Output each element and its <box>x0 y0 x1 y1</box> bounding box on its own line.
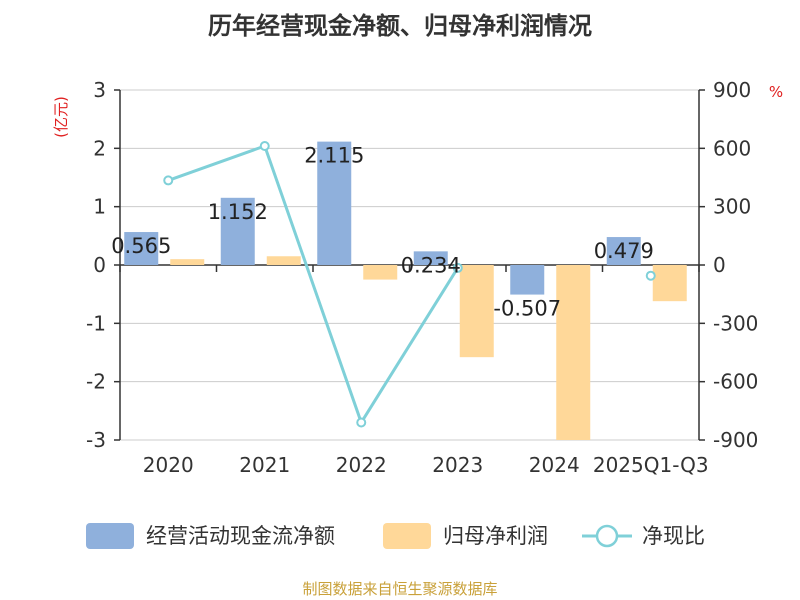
bar-cashflow <box>124 232 159 265</box>
data-label-cashflow: 1.152 <box>208 200 268 224</box>
right-tick-label: -300 <box>713 311 758 335</box>
left-tick-label: 3 <box>93 78 106 102</box>
bar-netprofit <box>459 265 494 358</box>
bar-cashflow <box>510 265 545 295</box>
data-label-cashflow: 0.234 <box>401 253 461 277</box>
x-tick-label: 2021 <box>239 453 290 477</box>
ratio-point <box>452 262 463 273</box>
data-label-cashflow: 0.479 <box>594 239 654 263</box>
left-tick-label: 2 <box>93 136 106 160</box>
left-tick-label: 0 <box>93 253 106 277</box>
x-tick-label: 2023 <box>432 453 483 477</box>
x-tick-labels: 2020 2021 2022 2023 2024 2025Q1-Q3 <box>143 453 709 477</box>
x-tick-label: 2024 <box>529 453 580 477</box>
x-tick-label: 2022 <box>336 453 387 477</box>
bar-cashflow <box>413 251 448 265</box>
x-tick-label: 2020 <box>143 453 194 477</box>
ratio-point <box>259 141 270 151</box>
bar-cashflow <box>220 197 255 265</box>
chart-title: 历年经营现金净额、归母净利润情况 <box>208 12 592 40</box>
x-tick-label: 2025Q1-Q3 <box>593 453 709 477</box>
right-tick-label: 600 <box>713 136 751 160</box>
right-tick-label: -900 <box>713 428 758 452</box>
legend-label-ratio: 净现比 <box>642 524 705 548</box>
data-labels: 0.565 1.152 2.115 0.234 -0.507 0.479 <box>111 144 654 321</box>
ratio-point <box>645 270 656 281</box>
bar-netprofit <box>170 259 205 265</box>
bar-netprofit <box>652 265 687 302</box>
bar-cashflow <box>606 237 641 265</box>
data-label-cashflow: -0.507 <box>493 297 561 321</box>
right-axis-unit: % <box>769 83 783 101</box>
right-tick-label: -600 <box>713 370 758 394</box>
ratio-point <box>356 417 367 428</box>
left-tick-label: -1 <box>86 311 106 335</box>
data-label-cashflow: 2.115 <box>304 144 364 168</box>
legend-swatch-netprofit <box>383 523 431 549</box>
left-tick-label: 1 <box>93 195 106 219</box>
left-axis-unit: (亿元) <box>52 96 70 138</box>
left-tick-labels: 3 2 1 0 -1 -2 -3 <box>86 78 106 452</box>
ratio-point <box>163 175 174 186</box>
left-tick-label: -2 <box>86 370 106 394</box>
legend-label-netprofit: 归母净利润 <box>443 524 548 548</box>
legend-label-cashflow: 经营活动现金流净额 <box>146 524 335 548</box>
right-tick-label: 0 <box>713 253 726 277</box>
data-label-cashflow: 0.565 <box>111 234 171 258</box>
legend-swatch-cashflow <box>86 523 134 549</box>
legend: 经营活动现金流净额 归母净利润 净现比 <box>86 523 705 549</box>
right-tick-label: 900 <box>713 78 751 102</box>
ratio-line <box>163 141 656 428</box>
bars <box>124 141 687 440</box>
legend-marker-ratio <box>595 524 619 548</box>
ratio-line-segment <box>167 144 460 426</box>
right-tick-label: 300 <box>713 195 751 219</box>
source-note: 制图数据来自恒生聚源数据库 <box>302 580 497 598</box>
axes <box>114 89 705 441</box>
bar-netprofit <box>266 256 301 265</box>
left-tick-label: -3 <box>86 428 106 452</box>
bar-netprofit <box>556 265 591 440</box>
bar-cashflow <box>317 141 352 265</box>
bar-netprofit <box>363 265 398 280</box>
right-tick-labels: 900 600 300 0 -300 -600 -900 <box>713 78 758 452</box>
